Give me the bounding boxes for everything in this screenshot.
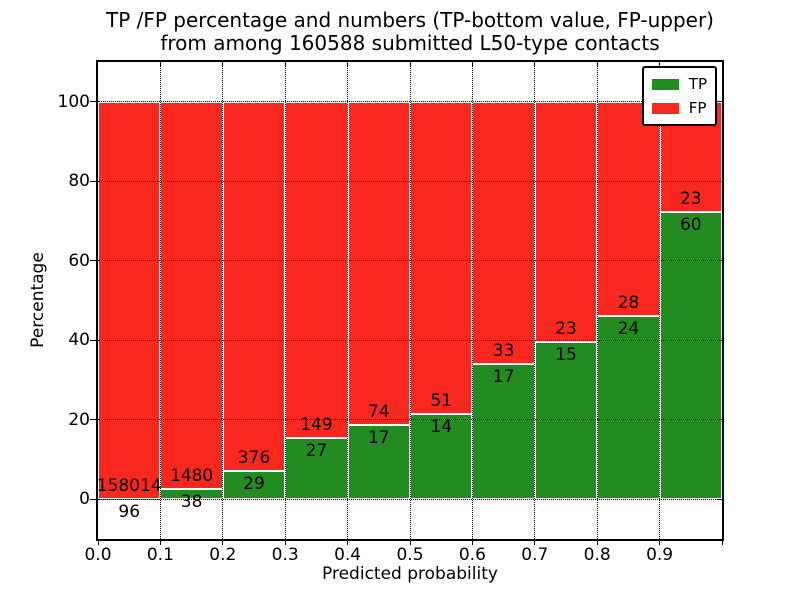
x-tick-label: 0.1 [146,545,174,565]
h-gridline [98,180,722,182]
v-gridline [659,62,661,539]
fp-legend-swatch [651,102,679,114]
fp-bar-segment [98,101,161,499]
y-tick-label: 100 [57,91,90,112]
y-tick [90,260,96,262]
x-tick [97,539,99,545]
fp-bar-segment [472,101,535,365]
v-gridline [409,62,411,539]
h-gridline [98,260,722,262]
x-tick [347,539,349,545]
fp-count-label: 376 [237,447,271,468]
plot-area: TP FP 158014 96 1480 38 376 29 149 27 74 17 51 14 33… [96,60,724,541]
tp-count-label: 14 [430,416,453,437]
y-tick-label: 20 [68,409,90,430]
x-axis-label: Predicted probability [322,564,498,584]
h-gridline [98,498,722,500]
tp-count-label: 17 [492,367,515,388]
x-tick-label: 0.5 [396,545,424,565]
y-axis-label: Percentage [28,252,48,348]
tp-count-label: 29 [243,473,265,494]
y-tick-label: 0 [79,489,90,510]
h-gridline [98,101,722,103]
v-gridline [471,62,473,539]
x-tick [409,539,411,545]
tp-count-label: 96 [118,502,141,522]
fp-count-label: 51 [430,390,453,411]
x-tick [534,539,536,545]
tp-count-label: 17 [367,427,390,448]
v-gridline [596,62,598,539]
v-gridline [222,62,224,539]
tp-bar-segment [410,413,473,500]
fp-bar-segment [410,101,473,414]
x-tick [721,539,723,545]
x-tick-label: 0.7 [521,545,549,565]
tp-count-label: 15 [555,345,577,366]
fp-bar-segment [160,101,223,490]
y-tick [90,180,96,182]
legend: TP FP [641,66,717,126]
tp-bar-segment [659,211,722,500]
v-gridline [159,62,161,539]
fp-bar-segment [597,101,660,316]
tp-legend-swatch [651,78,679,90]
tp-bar-segment [347,424,410,500]
x-tick-label: 0.6 [458,545,486,565]
fp-count-label: 149 [300,415,333,436]
tp-count-label: 38 [180,492,203,513]
fp-count-label: 1480 [169,466,214,487]
x-tick-label: 0.9 [646,545,674,565]
y-tick-label: 80 [68,171,90,192]
x-tick-label: 0.3 [271,545,299,565]
x-tick [159,539,161,545]
x-tick [659,539,661,545]
y-tick [90,101,96,103]
x-tick-label: 0.8 [583,545,611,565]
fp-count-label: 74 [367,401,390,422]
fp-bar-segment [534,101,598,343]
fp-bar-segment [285,101,348,439]
fp-count-label: 23 [679,188,702,209]
y-tick-label: 60 [68,250,90,271]
chart-title-line1: TP /FP percentage and numbers (TP-bottom… [106,8,714,32]
legend-row-fp: FP [651,96,707,120]
fp-count-label: 158014 [96,476,162,496]
x-tick [222,539,224,545]
fp-count-label: 23 [555,319,577,340]
x-tick-label: 0.4 [334,545,362,565]
tp-bar-segment [534,342,598,500]
fp-legend-label: FP [688,99,707,117]
x-tick [471,539,473,545]
fp-bar-segment [347,101,410,425]
fp-bar-segment [222,101,286,471]
y-tick-label: 40 [68,330,90,351]
fp-count-label: 33 [492,341,515,362]
tp-bar-segment [472,364,535,500]
tp-bar-segment [285,438,348,500]
tp-bar-segment [222,470,286,500]
x-tick-label: 0.0 [84,545,112,565]
y-tick [90,419,96,421]
y-tick [90,339,96,341]
tp-count-label: 60 [679,214,702,235]
h-gridline [98,339,722,341]
legend-row-tp: TP [651,72,707,96]
tp-count-label: 27 [305,441,328,462]
tp-legend-label: TP [688,75,707,93]
y-tick [90,498,96,500]
h-gridline [98,419,722,421]
fp-count-label: 28 [617,292,640,313]
v-gridline [347,62,349,539]
x-tick [284,539,286,545]
chart-title-line2: from among 160588 submitted L50-type con… [160,31,660,55]
v-gridline [284,62,286,539]
tp-count-label: 24 [617,318,640,339]
v-gridline [534,62,536,539]
chart-title: TP /FP percentage and numbers (TP-bottom… [96,9,724,55]
x-tick-label: 0.2 [209,545,237,565]
tp-bar-segment [597,315,660,500]
x-tick [596,539,598,545]
